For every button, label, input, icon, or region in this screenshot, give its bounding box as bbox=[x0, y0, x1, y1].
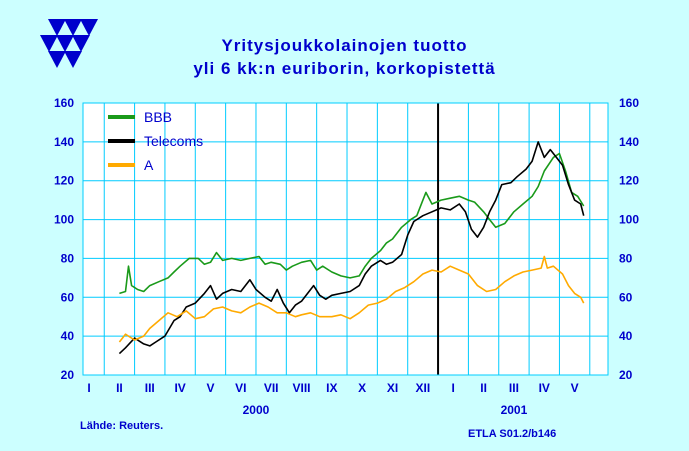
x-tick-label: VII bbox=[264, 381, 279, 395]
series-line-a bbox=[118, 255, 585, 343]
source-note: Lähde: Reuters. bbox=[80, 420, 164, 432]
x-axis-years: 2000 2001 bbox=[243, 403, 528, 417]
x-tick-label: I bbox=[452, 381, 455, 395]
y-tick-label-right: 40 bbox=[619, 329, 633, 343]
y-tick-label-right: 140 bbox=[619, 135, 639, 149]
x-tick-label: II bbox=[480, 381, 487, 395]
y-tick-label-left: 60 bbox=[61, 290, 75, 304]
x-tick-label: II bbox=[116, 381, 123, 395]
y-axis-right: 160 140 120 100 80 60 40 20 bbox=[619, 96, 639, 382]
y-tick-label-left: 80 bbox=[61, 251, 75, 265]
x-tick-label: III bbox=[509, 381, 519, 395]
x-tick-label: IV bbox=[539, 381, 550, 395]
logo-triangle bbox=[56, 35, 74, 52]
y-tick-label-right: 100 bbox=[619, 213, 639, 227]
y-tick-label-left: 160 bbox=[54, 96, 74, 110]
y-tick-label-right: 120 bbox=[619, 174, 639, 188]
logo-triangle bbox=[48, 51, 66, 68]
x-tick-label: X bbox=[358, 381, 366, 395]
x-tick-label: V bbox=[571, 381, 579, 395]
year-label: 2001 bbox=[501, 403, 528, 417]
y-tick-label-left: 140 bbox=[54, 135, 74, 149]
series-line-bbb bbox=[119, 152, 585, 295]
chart-subtitle: yli 6 kk:n euriborin, korkopistettä bbox=[193, 59, 496, 78]
y-tick-label-left: 20 bbox=[61, 368, 75, 382]
legend: BBB Telecoms A bbox=[108, 109, 203, 173]
y-tick-label-right: 20 bbox=[619, 368, 633, 382]
x-tick-label: VI bbox=[235, 381, 246, 395]
x-tick-label: III bbox=[145, 381, 155, 395]
logo-triangle bbox=[64, 51, 82, 68]
chart-title: Yritysjoukkolainojen tuotto bbox=[221, 36, 468, 55]
plot-area bbox=[83, 103, 608, 375]
legend-label-telecoms: Telecoms bbox=[144, 133, 203, 149]
y-tick-label-left: 40 bbox=[61, 329, 75, 343]
x-tick-label: XI bbox=[387, 381, 398, 395]
legend-label-bbb: BBB bbox=[144, 109, 172, 125]
y-tick-label-right: 80 bbox=[619, 251, 633, 265]
x-tick-label: I bbox=[87, 381, 90, 395]
x-axis-months: I II III IV V VI VII VIII IX X XI XII I II III IV V bbox=[87, 381, 578, 395]
y-tick-label-left: 120 bbox=[54, 174, 74, 188]
y-axis-left: 160 140 120 100 80 60 40 20 bbox=[54, 96, 74, 382]
plot-frame bbox=[82, 102, 609, 376]
legend-label-a: A bbox=[144, 157, 154, 173]
year-label: 2000 bbox=[243, 403, 270, 417]
logo-triangle bbox=[64, 19, 82, 36]
x-tick-label: IV bbox=[174, 381, 185, 395]
logo-triangle bbox=[48, 19, 66, 36]
y-tick-label-right: 160 bbox=[619, 96, 639, 110]
chart-code: ETLA S01.2/b146 bbox=[468, 428, 557, 440]
y-tick-label-left: 100 bbox=[54, 213, 74, 227]
logo-triangle bbox=[72, 35, 90, 52]
y-tick-label-right: 60 bbox=[619, 290, 633, 304]
x-tick-label: V bbox=[206, 381, 214, 395]
etla-logo bbox=[40, 19, 98, 68]
series-line-telecoms bbox=[118, 141, 585, 355]
series-group bbox=[118, 141, 585, 355]
logo-triangle bbox=[80, 19, 98, 36]
logo-triangle bbox=[40, 35, 58, 52]
x-tick-label: XII bbox=[416, 381, 431, 395]
x-tick-label: VIII bbox=[292, 381, 310, 395]
x-tick-label: IX bbox=[326, 381, 337, 395]
